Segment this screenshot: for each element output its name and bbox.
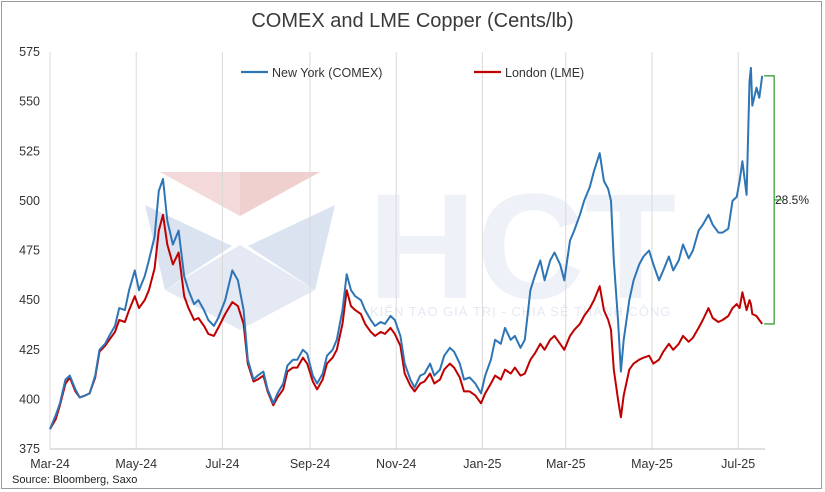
x-tick-label: Jul-25 <box>721 457 755 471</box>
watermark-logo-text: HCT <box>368 162 676 330</box>
x-tick-label: Mar-25 <box>546 457 586 471</box>
chart-title: COMEX and LME Copper (Cents/lb) <box>251 10 574 32</box>
y-tick-label: 525 <box>19 144 40 158</box>
x-tick-label: May-24 <box>115 457 157 471</box>
series-line-comex <box>49 66 764 430</box>
legend-label-comex: New York (COMEX) <box>272 66 382 80</box>
x-axis: Mar-24 May-24 Jul-24 Sep-24 Nov-24 Jan-25 Mar-… <box>30 448 765 471</box>
legend: New York (COMEX) London (LME) <box>241 66 584 80</box>
watermark-logo: HCT KIẾN TẠO GIÁ TRỊ - CHIA SẺ THÀNH CÔN… <box>145 162 676 330</box>
y-tick-label: 475 <box>19 244 40 258</box>
spread-annotation-label: 28.5% <box>775 193 809 207</box>
spread-annotation: 28.5% <box>764 75 809 325</box>
y-axis: 375 400 425 450 475 500 525 550 575 <box>19 45 40 456</box>
y-tick-label: 400 <box>19 392 40 406</box>
spread-bracket <box>764 75 775 325</box>
x-tick-label: Jan-25 <box>463 457 501 471</box>
x-tick-label: Mar-24 <box>30 457 70 471</box>
y-tick-label: 550 <box>19 95 40 109</box>
y-tick-label: 425 <box>19 343 40 357</box>
series-lines <box>49 66 764 430</box>
watermark-tagline: KIẾN TẠO GIÁ TRỊ - CHIA SẺ THÀNH CÔNG <box>370 304 671 319</box>
x-tick-label: Sep-24 <box>290 457 330 471</box>
x-tick-label: May-25 <box>631 457 673 471</box>
x-tick-label: Nov-24 <box>376 457 416 471</box>
x-tick-label: Jul-24 <box>205 457 239 471</box>
y-tick-label: 500 <box>19 194 40 208</box>
series-line-lme <box>49 213 764 430</box>
gridlines <box>49 52 739 449</box>
y-tick-label: 375 <box>19 442 40 456</box>
y-tick-label: 575 <box>19 45 40 59</box>
source-note: Source: Bloomberg, Saxo <box>12 474 138 486</box>
y-tick-label: 450 <box>19 293 40 307</box>
legend-label-lme: London (LME) <box>505 66 584 80</box>
